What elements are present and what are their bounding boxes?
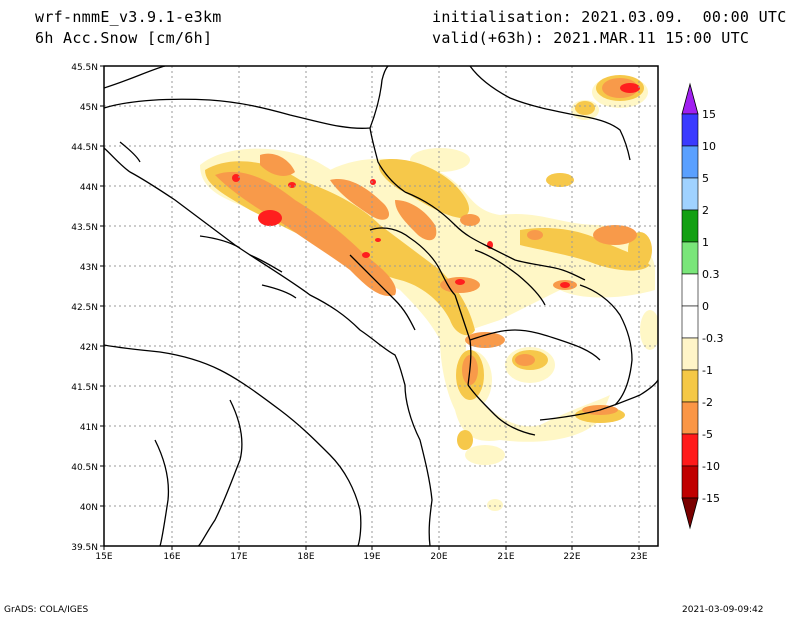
- legend-swatch: [681, 401, 699, 435]
- legend-swatch: [681, 465, 699, 499]
- lon-label: 16E: [163, 552, 180, 562]
- legend-swatch: [681, 305, 699, 339]
- legend-swatch: [681, 145, 699, 179]
- legend-labels: 15 10 5 2 1 0.3 0 -0.3 -1 -2 -5 -10 -15: [702, 108, 723, 505]
- lat-label: 43.5N: [71, 223, 98, 233]
- valid-time: valid(+63h): 2021.MAR.11 15:00 UTC: [432, 29, 750, 47]
- legend-label: -1: [702, 364, 713, 377]
- legend-label: 1: [702, 236, 709, 249]
- legend-swatch: [681, 273, 699, 307]
- lon-label: 17E: [230, 552, 247, 562]
- legend-swatch: [681, 113, 699, 147]
- legend-label: -15: [702, 492, 720, 505]
- lon-label: 19E: [363, 552, 380, 562]
- lat-label: 42.5N: [71, 303, 98, 313]
- lon-label: 18E: [297, 552, 314, 562]
- legend-label: 5: [702, 172, 709, 185]
- lon-labels: 15E 16E 17E 18E 19E 20E 21E 22E 23E: [95, 552, 647, 562]
- legend-label: -10: [702, 460, 720, 473]
- lat-label: 45.5N: [71, 63, 98, 73]
- lat-label: 44N: [80, 183, 98, 193]
- init-time: initialisation: 2021.03.09. 00:00 UTC: [432, 8, 787, 26]
- lat-label: 40.5N: [71, 463, 98, 473]
- snow-field: [200, 75, 658, 511]
- lon-label: 23E: [630, 552, 647, 562]
- lat-label: 42N: [80, 343, 98, 353]
- legend-label: 0.3: [702, 268, 720, 281]
- lat-label: 43N: [80, 263, 98, 273]
- legend-label: 15: [702, 108, 716, 121]
- footer-timestamp: 2021-03-09-09:42: [682, 605, 764, 615]
- legend-label: -5: [702, 428, 713, 441]
- color-legend: 15 10 5 2 1 0.3 0 -0.3 -1 -2 -5 -10 -15: [681, 82, 723, 530]
- lon-label: 20E: [430, 552, 447, 562]
- lat-label: 40N: [80, 503, 98, 513]
- lat-labels: 45.5N 45N 44.5N 44N 43.5N 43N 42.5N 42N …: [71, 63, 98, 553]
- legend-swatch: [681, 209, 699, 243]
- legend-swatch: [681, 337, 699, 371]
- legend-label: -2: [702, 396, 713, 409]
- legend-label: 10: [702, 140, 716, 153]
- lon-label: 15E: [95, 552, 112, 562]
- grid-lines: [104, 66, 658, 546]
- axis-ticks: [100, 65, 640, 550]
- legend-label: -0.3: [702, 332, 723, 345]
- legend-swatch: [681, 241, 699, 275]
- lon-label: 21E: [497, 552, 514, 562]
- legend-label: 0: [702, 300, 709, 313]
- lat-label: 41.5N: [71, 383, 98, 393]
- lat-label: 39.5N: [71, 543, 98, 553]
- legend-swatch: [681, 433, 699, 467]
- lat-label: 44.5N: [71, 143, 98, 153]
- legend-label: 2: [702, 204, 709, 217]
- lat-label: 41N: [80, 423, 98, 433]
- lon-label: 22E: [563, 552, 580, 562]
- legend-arrow-top: [681, 82, 699, 115]
- field-name: 6h Acc.Snow [cm/6h]: [35, 29, 213, 47]
- lat-label: 45N: [80, 103, 98, 113]
- model-name: wrf-nmmE_v3.9.1-e3km: [35, 8, 222, 26]
- legend-arrow-bottom: [681, 497, 699, 530]
- footer-credit: GrADS: COLA/IGES: [4, 605, 89, 615]
- coastlines-borders: [104, 66, 658, 546]
- legend-swatch: [681, 177, 699, 211]
- legend-swatch: [681, 369, 699, 403]
